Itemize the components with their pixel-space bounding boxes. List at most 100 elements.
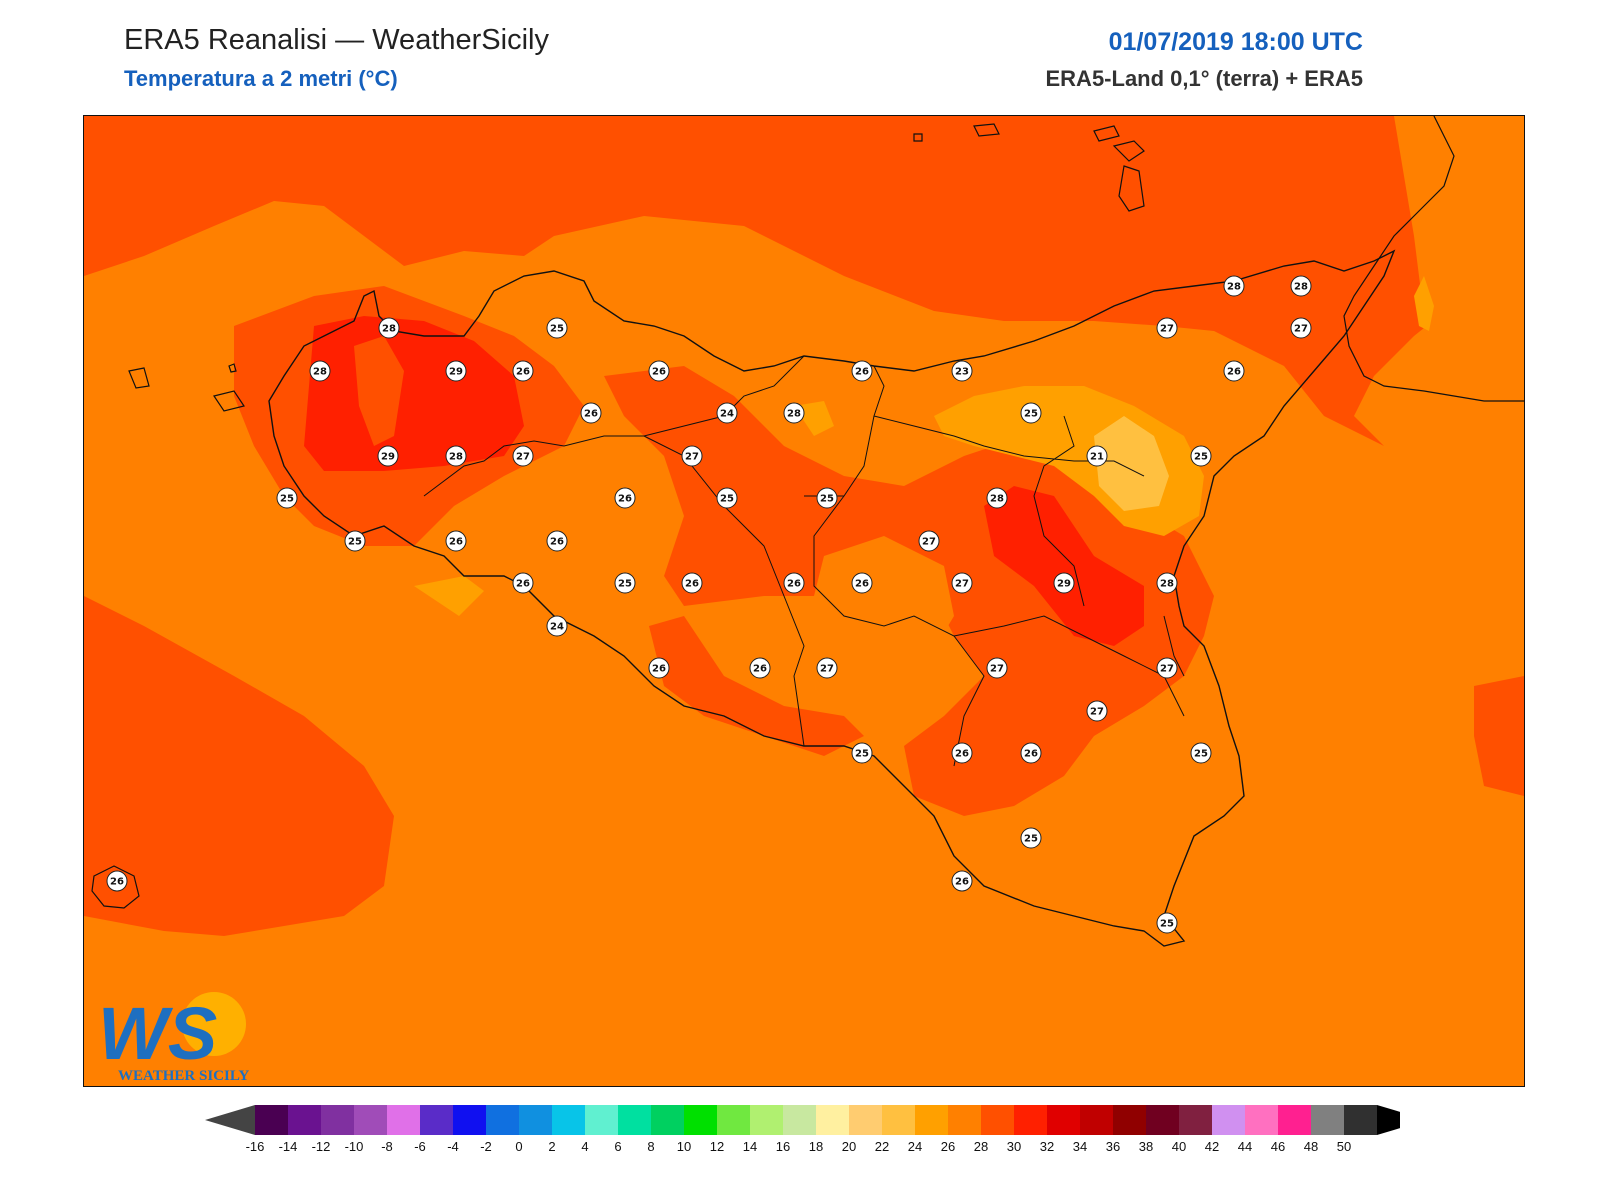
station-marker [1156, 912, 1178, 934]
weather-sicily-logo: WS WEATHER SICILY [96, 984, 256, 1084]
station-value: 28 [787, 409, 801, 420]
station-marker [344, 530, 366, 552]
colorbar-segment [1014, 1105, 1047, 1135]
station-value: 21 [1090, 452, 1104, 463]
station-marker [1290, 317, 1312, 339]
station-marker [1020, 827, 1042, 849]
station-marker [445, 530, 467, 552]
calabria-coastline [1343, 116, 1524, 402]
station-marker [614, 487, 636, 509]
station-marker [1156, 572, 1178, 594]
colorbar-tick-label: -6 [414, 1139, 426, 1154]
colorbar-segment [651, 1105, 684, 1135]
map-canvas: 28 25 28 29 26 26 26 26 24 28 29 28 27 27 25 26 25 25 25 26… [84, 116, 1524, 1086]
colorbar: -16 -14 -12 -10 -8 -6 -4 -2 0 2 4 6 8 10 12 14 16 18 20 22 2… [205, 1105, 1427, 1165]
station-marker [986, 657, 1008, 679]
station-marker [951, 360, 973, 382]
station-value: 28 [1160, 579, 1174, 590]
colorbar-tick-label: 6 [614, 1139, 622, 1154]
station-marker [546, 317, 568, 339]
station-marker [1223, 360, 1245, 382]
colorbar-segment [486, 1105, 519, 1135]
field-26-28-north [84, 116, 1524, 446]
field-22-24-west-pocket [414, 576, 484, 616]
colorbar-tick-label: 16 [775, 1139, 791, 1154]
field-26-28-west-inner [354, 336, 404, 446]
station-marker [1156, 657, 1178, 679]
colorbar-tick-label: 0 [515, 1139, 523, 1154]
station-value: 25 [1024, 409, 1038, 420]
station-marker [851, 742, 873, 764]
station-value: 29 [381, 452, 395, 463]
colorbar-tick-label: -12 [311, 1139, 331, 1154]
colorbar-tick-label: 4 [581, 1139, 589, 1154]
colorbar-segment [354, 1105, 387, 1135]
station-value: 26 [584, 409, 598, 420]
station-marker [716, 487, 738, 509]
station-value: 28 [382, 324, 396, 335]
colorbar-segment [1047, 1105, 1080, 1135]
station-marker [276, 487, 298, 509]
station-marker [1020, 742, 1042, 764]
station-value: 27 [1160, 324, 1174, 335]
station-marker [512, 572, 534, 594]
island-egadi [128, 363, 245, 412]
colorbar-segment [387, 1105, 420, 1135]
colorbar-tick-label: 18 [808, 1139, 824, 1154]
station-marker [681, 445, 703, 467]
colorbar-tick-label: 48 [1303, 1139, 1319, 1154]
colorbar-segment [321, 1105, 354, 1135]
station-value: 25 [1194, 749, 1208, 760]
station-value: 26 [449, 537, 463, 548]
station-value: 26 [753, 664, 767, 675]
station-value: 26 [652, 664, 666, 675]
station-value: 26 [1024, 749, 1038, 760]
colorbar-tick-label: -4 [447, 1139, 459, 1154]
station-value: 25 [1194, 452, 1208, 463]
colorbar-segment [255, 1105, 288, 1135]
station-value: 26 [955, 749, 969, 760]
colorbar-segment [750, 1105, 783, 1135]
station-value: 24 [550, 622, 564, 633]
island-pantelleria [91, 865, 140, 909]
station-marker [1223, 275, 1245, 297]
colorbar-tick-label: 50 [1336, 1139, 1352, 1154]
station-marker [1053, 572, 1075, 594]
colorbar-segment [684, 1105, 717, 1135]
station-value: 27 [955, 579, 969, 590]
colorbar-segment [816, 1105, 849, 1135]
colorbar-segment [981, 1105, 1014, 1135]
colorbar-segment [948, 1105, 981, 1135]
temperature-map: 28 25 28 29 26 26 26 26 24 28 29 28 27 27 25 26 25 25 25 26… [83, 115, 1525, 1087]
colorbar-segment [1278, 1105, 1311, 1135]
station-marker [918, 530, 940, 552]
station-marker [445, 360, 467, 382]
station-marker [851, 572, 873, 594]
field-26-28-southwest [649, 616, 864, 756]
station-marker [816, 487, 838, 509]
colorbar-tick-label: 40 [1171, 1139, 1187, 1154]
station-marker [512, 445, 534, 467]
station-value: 25 [855, 749, 869, 760]
colorbar-tick-label: 2 [548, 1139, 556, 1154]
station-value: 26 [787, 579, 801, 590]
colorbar-segment [618, 1105, 651, 1135]
colorbar-over-arrow [1377, 1105, 1427, 1135]
station-marker [106, 870, 128, 892]
station-marker [749, 657, 771, 679]
station-value: 26 [516, 367, 530, 378]
station-value: 25 [820, 494, 834, 505]
station-value: 26 [855, 579, 869, 590]
colorbar-segment [585, 1105, 618, 1135]
colorbar-tick-label: 32 [1039, 1139, 1055, 1154]
station-value: 27 [1294, 324, 1308, 335]
logo-sun [182, 992, 246, 1056]
field-28-30-center [984, 486, 1144, 646]
colorbar-segment [288, 1105, 321, 1135]
station-markers: 28 25 28 29 26 26 26 26 24 28 29 28 27 27 25 26 25 25 25 26… [106, 275, 1312, 934]
colorbar-tick-label: -16 [245, 1139, 265, 1154]
field-22-24-center-pocket [794, 401, 834, 436]
station-value: 26 [685, 579, 699, 590]
logo-name: WEATHER SICILY [118, 1068, 249, 1084]
colorbar-tick-label: 44 [1237, 1139, 1253, 1154]
